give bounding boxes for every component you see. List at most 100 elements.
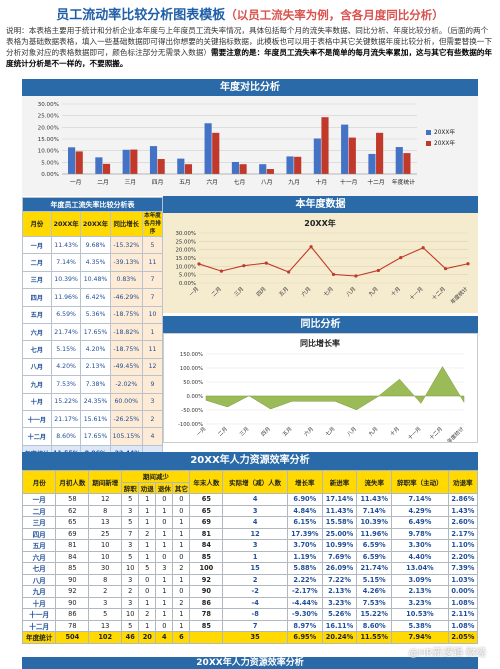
table-cell: 92 bbox=[55, 585, 90, 598]
table-row: 三月 65 13 5 1 0 1 69 4 6.15% 15.58% 10.39% 6.49% 2.60% bbox=[21, 516, 479, 529]
table-cell: 25.00% bbox=[321, 527, 358, 540]
table-cell: 3 bbox=[121, 573, 140, 586]
table-cell: 46 bbox=[121, 631, 140, 644]
table-cell: 5 bbox=[121, 516, 140, 529]
x-tick-label: 四月 bbox=[255, 285, 268, 298]
efficiency-header: 劝退率 bbox=[447, 470, 479, 494]
efficiency-title: 20XX年人力资源效率分析 bbox=[22, 452, 478, 470]
table-row: 十月 90 3 3 1 1 2 86 -4 -4.44% 3.23% 7.53% 3.23% 1.08% bbox=[21, 596, 479, 609]
table-cell: 62 bbox=[55, 504, 90, 517]
bar bbox=[266, 169, 274, 174]
table-cell: 1 bbox=[172, 516, 191, 529]
table-cell: 69 bbox=[189, 516, 224, 529]
table-row: 四月 69 25 7 2 1 1 81 12 17.39% 25.00% 11.96% 9.78% 2.1… bbox=[21, 527, 479, 540]
table-cell: 0 bbox=[155, 550, 174, 563]
x-tick-label: 二月 bbox=[210, 285, 223, 298]
table-cell: 6.49% bbox=[391, 516, 449, 529]
compare-header: 20XX年 bbox=[50, 211, 82, 237]
x-tick-label: 四月 bbox=[260, 425, 272, 437]
table-cell: 七月 bbox=[21, 562, 57, 575]
table-cell: 1 bbox=[155, 585, 174, 598]
y-tick-label: 15.00% bbox=[38, 137, 59, 143]
y-tick-label: 5.00% bbox=[179, 273, 196, 279]
legend-label: 20XX年 bbox=[434, 128, 455, 136]
table-cell: 20 bbox=[138, 631, 157, 644]
table-cell: 504 bbox=[55, 631, 90, 644]
table-cell: 1.10% bbox=[447, 539, 479, 552]
table-cell: 3 bbox=[121, 504, 140, 517]
table-cell: 7 bbox=[121, 527, 140, 540]
table-cell: 86 bbox=[189, 596, 224, 609]
table-cell: 二月 bbox=[21, 504, 57, 517]
table-cell: 一月 bbox=[21, 493, 57, 506]
bar bbox=[239, 164, 247, 174]
table-cell: 4.84% bbox=[286, 504, 323, 517]
table-cell: 7.53% bbox=[356, 596, 393, 609]
efficiency-header: 增长率 bbox=[286, 470, 323, 494]
table-cell: 1 bbox=[172, 527, 191, 540]
compare-header: 本年度各月排序 bbox=[142, 211, 163, 237]
efficiency-header: 年末人数 bbox=[189, 470, 224, 494]
x-tick-label: 三月 bbox=[124, 179, 136, 186]
table-cell: 84 bbox=[55, 550, 90, 563]
table-cell: 21.74% bbox=[50, 322, 82, 342]
data-point bbox=[197, 262, 201, 266]
table-cell: -2.02% bbox=[109, 375, 144, 394]
table-cell: 92 bbox=[189, 573, 224, 586]
table-cell: 8.60% bbox=[50, 427, 82, 446]
table-row: 十二月 78 13 5 1 0 1 85 7 8.97% 16.11% 8.60% 5.38% 1.08% bbox=[21, 619, 479, 632]
data-point bbox=[354, 274, 358, 278]
bar bbox=[184, 164, 193, 174]
y-tick-label: 30.00% bbox=[38, 102, 59, 108]
table-cell: 6.59% bbox=[356, 550, 393, 563]
year-data-title: 本年度数据 bbox=[163, 196, 478, 213]
table-cell: 2.13% bbox=[80, 357, 111, 377]
table-cell: 六月 bbox=[22, 322, 52, 342]
table-cell: 30 bbox=[88, 562, 123, 575]
year-data-chart: 20XX年 0.00% 5.00% 10.00% 15.00% 20.00% 25.00% 3… bbox=[163, 213, 478, 313]
table-cell: 25 bbox=[88, 527, 123, 540]
bar bbox=[149, 146, 158, 174]
table-cell: 3 bbox=[121, 539, 140, 552]
data-point bbox=[443, 267, 448, 271]
table-cell: 10.99% bbox=[321, 539, 358, 552]
table-cell: 2 bbox=[172, 596, 191, 609]
table-cell: 1 bbox=[172, 539, 191, 552]
table-cell: 2 bbox=[121, 585, 140, 598]
bar bbox=[231, 161, 239, 174]
table-cell: 五月 bbox=[22, 305, 52, 324]
table-row: 四月 11.96% 6.42% -46.29% 7 bbox=[22, 288, 163, 307]
table-cell: 1 bbox=[138, 539, 157, 552]
table-row: 八月 4.20% 2.13% -49.45% 12 bbox=[22, 357, 163, 377]
table-cell: 1 bbox=[222, 550, 288, 563]
table-cell: 11.43% bbox=[50, 235, 82, 255]
bar bbox=[157, 159, 165, 174]
table-cell: 1.03% bbox=[447, 573, 479, 586]
table-cell: -18.82% bbox=[109, 322, 144, 342]
table-cell: 1 bbox=[155, 596, 174, 609]
table-cell: 65 bbox=[189, 493, 224, 506]
table-cell: 13 bbox=[88, 516, 123, 529]
data-point bbox=[399, 256, 403, 260]
y-tick-label: 30.00% bbox=[175, 231, 196, 237]
data-point bbox=[242, 264, 246, 268]
table-cell: 1 bbox=[172, 619, 191, 632]
table-cell: 2 bbox=[138, 527, 157, 540]
table-cell: -2 bbox=[222, 585, 288, 598]
table-cell: 81 bbox=[189, 527, 224, 540]
x-tick-label: 十二月 bbox=[427, 425, 444, 442]
table-cell: 35 bbox=[222, 631, 288, 644]
table-cell: 7.53% bbox=[50, 375, 82, 394]
table-cell: 90 bbox=[55, 596, 90, 609]
table-cell: 8 bbox=[88, 504, 123, 517]
bar bbox=[341, 124, 349, 174]
efficiency-header: 月初人数 bbox=[55, 470, 90, 494]
table-cell: 1 bbox=[138, 516, 157, 529]
yoy-chart: 同比增长率 -100.00% -50.00% 0.00% 50.00% 100.00% 15… bbox=[163, 333, 478, 445]
data-point bbox=[376, 268, 380, 273]
table-cell: 13.04% bbox=[391, 562, 449, 575]
table-cell: 十一月 bbox=[22, 409, 52, 429]
table-cell: 3.70% bbox=[286, 539, 323, 552]
table-cell: 6.15% bbox=[286, 516, 323, 529]
table-cell: 90 bbox=[55, 573, 90, 586]
